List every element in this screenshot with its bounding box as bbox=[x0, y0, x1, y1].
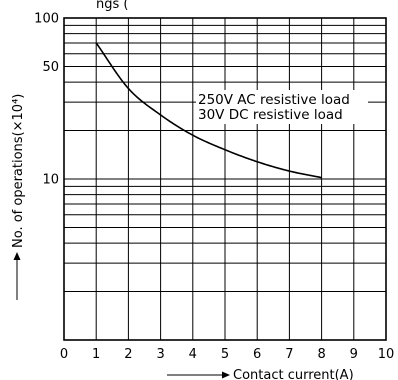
x-axis-label: Contact current(A) bbox=[233, 368, 354, 380]
x-tick-label: 3 bbox=[156, 347, 164, 362]
annotation-dc-load: 30V DC resistive load bbox=[198, 107, 343, 123]
x-tick-label: 0 bbox=[60, 347, 68, 362]
x-tick-label: 10 bbox=[378, 347, 395, 362]
x-tick-label: 2 bbox=[124, 347, 132, 362]
x-axis-arrowhead bbox=[222, 371, 230, 379]
annotation-ac-load: 250V AC resistive load bbox=[198, 92, 350, 108]
annotation-background bbox=[196, 90, 368, 124]
y-axis-label: No. of operations(×10⁴) bbox=[11, 94, 26, 248]
x-tick-label: 7 bbox=[285, 347, 293, 362]
x-tick-label: 4 bbox=[189, 347, 197, 362]
plot-frame bbox=[63, 17, 387, 341]
x-tick-labels: 0 1 2 3 4 5 6 7 8 9 10 bbox=[60, 347, 394, 362]
y-axis-arrowhead bbox=[13, 252, 21, 260]
x-tick-label: 6 bbox=[253, 347, 261, 362]
y-tick-label: 100 bbox=[34, 12, 59, 27]
chart-title-fragment: ngs ( bbox=[96, 0, 128, 12]
y-tick-label: 10 bbox=[42, 173, 59, 188]
x-tick-label: 5 bbox=[221, 347, 229, 362]
x-tick-label: 8 bbox=[317, 347, 325, 362]
y-tick-labels: 100 50 10 bbox=[34, 12, 59, 188]
grid bbox=[64, 18, 386, 340]
x-tick-label: 9 bbox=[350, 347, 358, 362]
y-tick-label: 50 bbox=[42, 60, 59, 75]
x-tick-label: 1 bbox=[92, 347, 100, 362]
series-line bbox=[95, 42, 322, 179]
